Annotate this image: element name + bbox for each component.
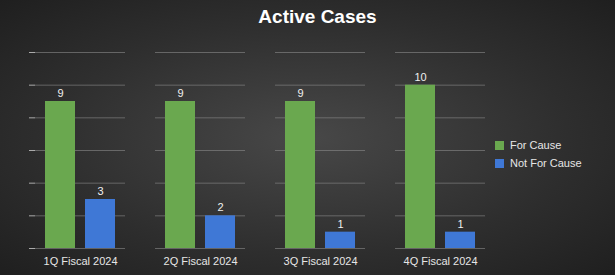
- svg-text:3Q Fiscal 2024: 3Q Fiscal 2024: [284, 255, 358, 267]
- html-text:For Cause: For Cause: [510, 139, 562, 151]
- svg-text:2: 2: [217, 201, 223, 213]
- svg-text:1: 1: [337, 218, 343, 230]
- svg-text:9: 9: [177, 87, 183, 99]
- svg-text:1: 1: [457, 218, 463, 230]
- svg-text:9: 9: [297, 87, 303, 99]
- svg-text:2Q Fiscal 2024: 2Q Fiscal 2024: [164, 255, 238, 267]
- html-text:Not For Cause: Not For Cause: [510, 157, 582, 169]
- html-text:Active Cases: Active Cases: [258, 6, 377, 27]
- svg-text:4Q Fiscal 2024: 4Q Fiscal 2024: [404, 255, 478, 267]
- svg-text:9: 9: [57, 87, 63, 99]
- svg-text:1Q Fiscal 2024: 1Q Fiscal 2024: [44, 255, 118, 267]
- svg-text:10: 10: [414, 71, 426, 83]
- svg-text:3: 3: [97, 185, 103, 197]
